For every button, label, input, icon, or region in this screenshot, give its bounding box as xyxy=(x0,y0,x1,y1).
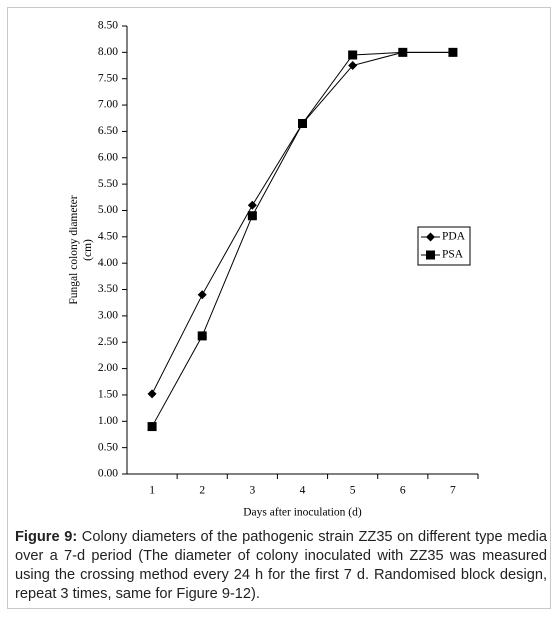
figure-frame xyxy=(7,7,551,609)
caption-text: Colony diameters of the pathogenic strai… xyxy=(15,529,548,602)
y-tick-label: 3.00 xyxy=(98,310,118,322)
point xyxy=(247,211,257,221)
legend-label: PSA xyxy=(442,249,464,261)
y-tick-label: 3.50 xyxy=(98,283,118,295)
x-tick-label: 4 xyxy=(300,485,306,497)
y-tick-label: 4.00 xyxy=(98,257,118,269)
point xyxy=(247,200,257,210)
y-tick-label: 2.00 xyxy=(98,362,118,374)
y-tick-label: 0.00 xyxy=(98,468,118,480)
y-tick-label: 8.00 xyxy=(98,46,118,58)
y-tick-label: 2.50 xyxy=(98,336,118,348)
point xyxy=(147,389,157,399)
x-tick-label: 7 xyxy=(450,485,456,497)
legend-label: PDA xyxy=(442,231,466,243)
x-tick-label: 5 xyxy=(350,485,356,497)
y-tick-label: 4.50 xyxy=(98,230,118,242)
legend-marker xyxy=(426,232,435,242)
y-axis-title-line: (cm) xyxy=(82,239,94,261)
y-tick-label: 1.50 xyxy=(98,389,118,401)
point xyxy=(448,47,458,57)
series-line xyxy=(151,51,453,395)
y-tick-label: 7.00 xyxy=(98,99,118,111)
y-tick-label: 0.50 xyxy=(98,441,118,453)
y-axis-title: Fungal colony diameter (cm) xyxy=(68,195,94,304)
y-tick-label: 7.50 xyxy=(98,72,118,84)
y-tick-label: 1.00 xyxy=(98,415,118,427)
y-tick-label: 5.50 xyxy=(98,178,118,190)
y-tick-label: 8.50 xyxy=(98,20,118,32)
y-tick-label: 6.00 xyxy=(98,151,118,163)
x-tick-label: 1 xyxy=(149,485,155,497)
point xyxy=(348,61,358,71)
point xyxy=(348,50,358,60)
legend-box xyxy=(417,226,471,266)
y-tick-label: 6.50 xyxy=(98,125,118,137)
legend-marker xyxy=(426,250,435,260)
point xyxy=(298,119,307,129)
caption: Figure 9: Colony diameters of the pathog… xyxy=(15,528,547,604)
x-tick-label: 3 xyxy=(249,485,255,497)
point xyxy=(197,331,207,341)
y-tick-label: 5.00 xyxy=(98,204,118,216)
x-tick-label: 2 xyxy=(199,485,205,497)
point xyxy=(398,47,408,57)
caption-label: Figure 9: xyxy=(15,529,78,545)
x-axis-title: Days after inoculation (d) xyxy=(243,507,362,519)
series-line xyxy=(151,51,453,427)
point xyxy=(147,422,157,432)
point xyxy=(197,290,207,300)
y-axis-title-line: Fungal colony diameter xyxy=(68,195,80,304)
chart: 0.00 0.50 1.00 1.50 2.00 2.50 3.00 3.50 4.00 4.50… xyxy=(68,20,479,519)
x-tick-label: 6 xyxy=(400,485,406,497)
